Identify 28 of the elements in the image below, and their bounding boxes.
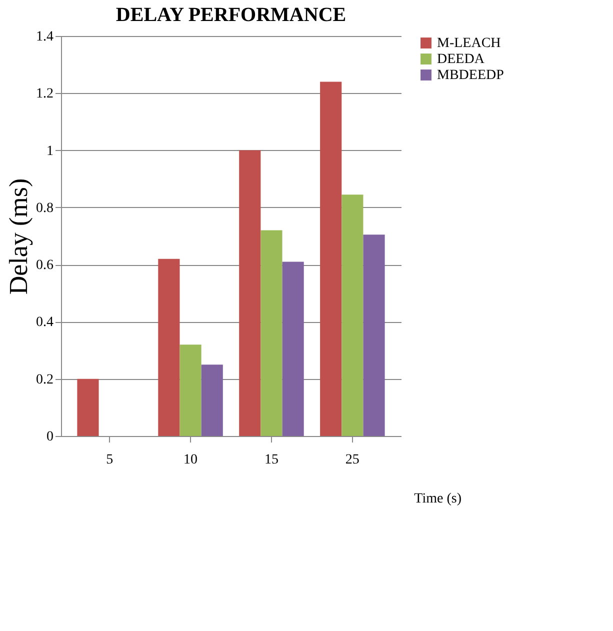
y-axis-title: Delay (ms) [4,178,33,295]
y-tick-label: 0.2 [36,372,54,388]
y-tick-label: 1.4 [36,30,54,44]
bar [239,150,261,436]
bar [282,262,304,436]
y-tick-label: 0.8 [36,200,54,216]
x-tick-label: 5 [106,452,114,468]
y-tick-label: 0.6 [36,258,54,274]
legend-label: MBDEEDP [437,68,504,83]
bar [320,82,342,436]
x-tick-label: 10 [184,452,198,468]
y-tick-label: 1 [46,144,54,159]
bar [158,258,180,436]
y-tick-label: 1.2 [36,86,54,102]
bar [363,234,385,436]
y-tick-label: 0 [46,430,54,444]
legend-label: M-LEACH [437,36,501,51]
bar [201,364,223,436]
bar [260,230,282,436]
x-tick-label: 25 [345,452,360,468]
bar [180,344,202,436]
chart-title: DELAY PERFORMANCE [116,4,346,26]
x-tick-label: 15 [264,452,278,468]
bar [77,378,99,436]
bar [342,194,364,436]
y-tick-label: 0.4 [36,315,54,330]
legend-label: DEEDA [437,52,486,67]
x-axis-title: Time (s) [414,492,462,506]
